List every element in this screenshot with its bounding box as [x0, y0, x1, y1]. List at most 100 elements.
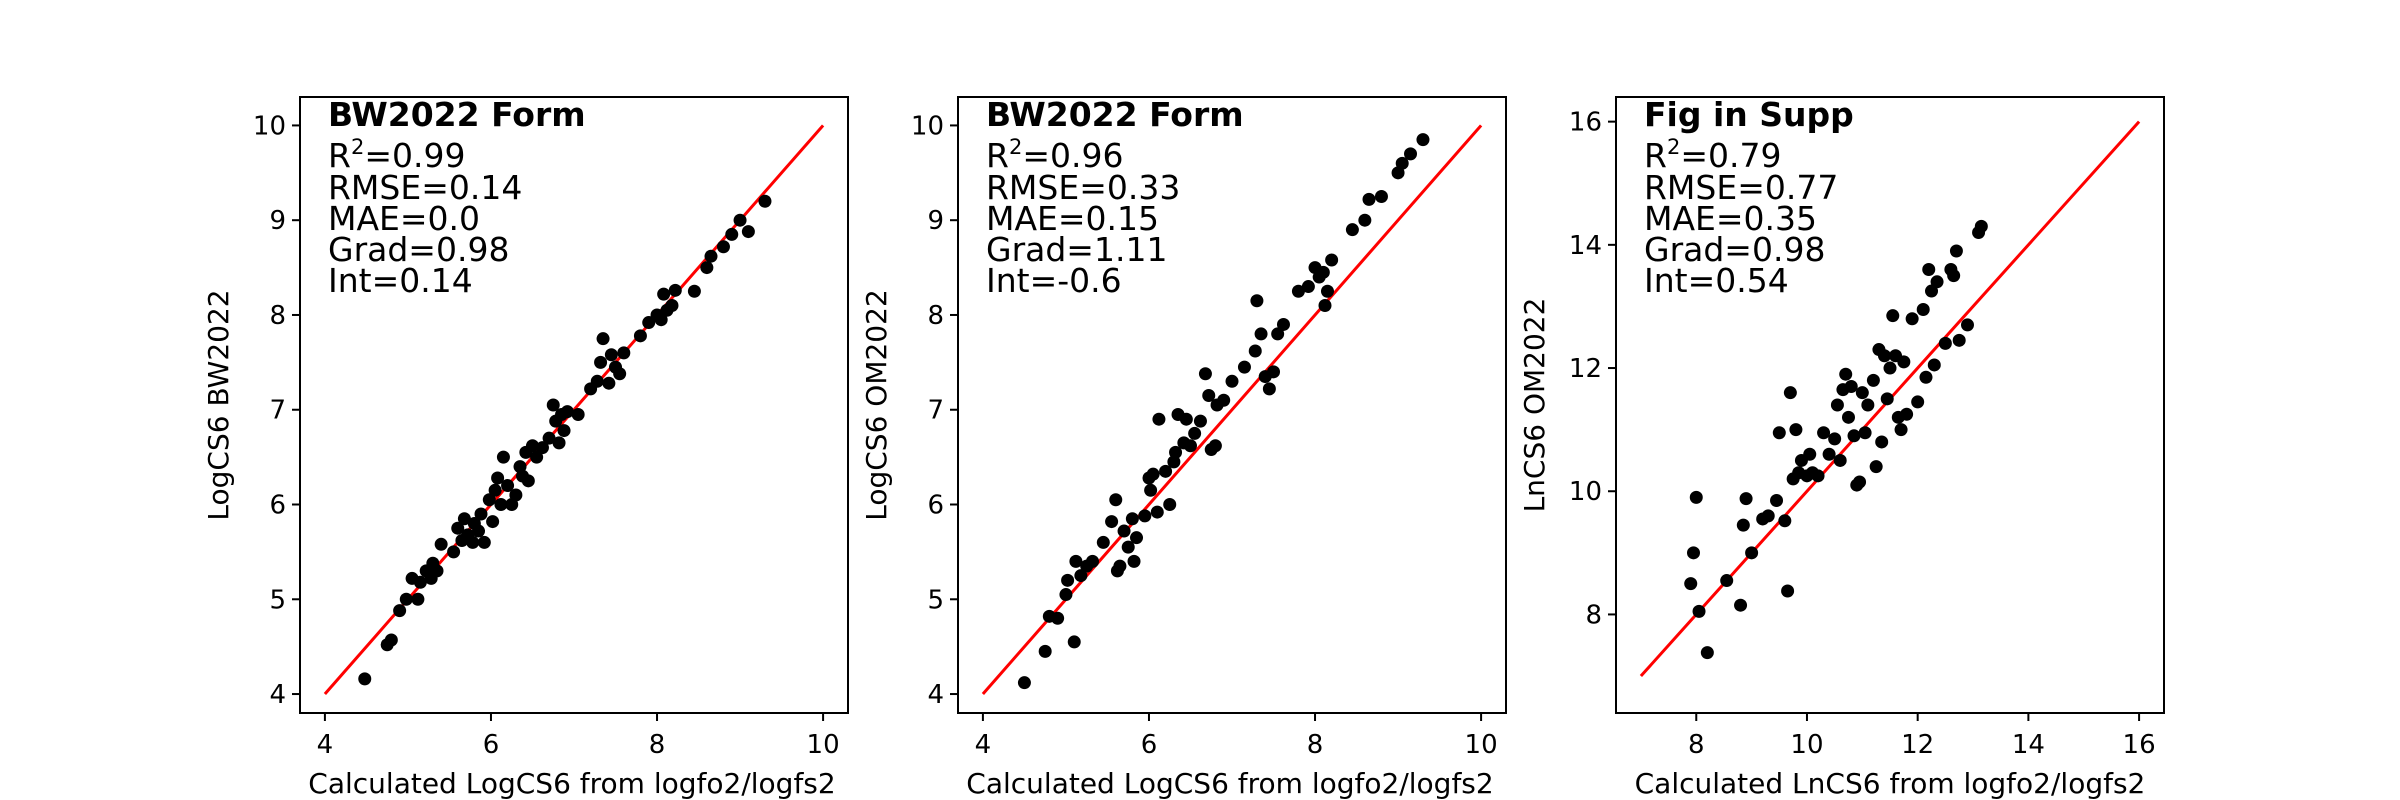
- panel-3-data-point: [1817, 426, 1831, 440]
- panel-2-data-point: [1096, 535, 1110, 549]
- panel-2-data-point: [1202, 389, 1216, 403]
- panel-3-data-point: [1839, 367, 1853, 381]
- panel-2-data-point: [1345, 223, 1359, 237]
- panel-2-data-point: [1188, 426, 1202, 440]
- panel-1-y-tick-label: 8: [269, 301, 286, 331]
- panel-2-data-point: [1237, 360, 1251, 374]
- panel-1-data-point: [494, 498, 508, 512]
- panel-2-x-tick-label: 8: [1307, 730, 1324, 760]
- panel-1-y-tick-label: 4: [269, 680, 286, 710]
- panel-2-data-point: [1086, 554, 1100, 568]
- panel-3-data-point: [1922, 262, 1936, 276]
- panel-1-annotation-rmse: RMSE=0.14: [328, 168, 522, 207]
- panel-3-y-tick-label: 8: [1585, 600, 1602, 630]
- panel-1-data-point: [668, 283, 682, 297]
- panel-2-data-point: [1193, 414, 1207, 428]
- panel-2-data-point: [1125, 512, 1139, 526]
- panel-3-data-point: [1772, 426, 1786, 440]
- panel-2-data-point: [1061, 573, 1075, 587]
- panel-3-data-point: [1883, 361, 1897, 375]
- panel-2-data-point: [1051, 611, 1065, 625]
- panel-2-xlabel: Calculated LogCS6 from logfo2/logfs2: [966, 767, 1493, 800]
- panel-1-x-tick-label: 4: [317, 730, 334, 760]
- panel-1-data-point: [665, 298, 679, 312]
- panel-3-data-point: [1830, 398, 1844, 412]
- panel-2-data-point: [1225, 374, 1239, 388]
- panel-3-r2-prefix: R: [1644, 136, 1667, 175]
- panel-1-y-tick-label: 6: [269, 491, 286, 521]
- panel-1-data-point: [358, 672, 372, 686]
- panel-3-data-point: [1949, 244, 1963, 258]
- panel-1-data-point: [525, 439, 539, 453]
- panel-2-data-point: [1059, 588, 1073, 602]
- panel-3-data-point: [1736, 518, 1750, 532]
- panel-2-r2-value: =0.96: [1022, 136, 1123, 175]
- panel-3: 8 10 12 14 16 8 10 12 14 16 LnCS6 OM2022 Calculat…: [1518, 95, 2165, 800]
- panel-2-data-point: [1179, 412, 1193, 426]
- panel-1-data-point: [447, 545, 461, 559]
- panel-3-data-point: [1847, 429, 1861, 443]
- panel-1-data-point: [560, 405, 574, 419]
- panel-1-x-tick-label: 8: [649, 730, 666, 760]
- panel-1-data-point: [491, 471, 505, 485]
- panel-1-data-point: [642, 316, 656, 330]
- panel-2-data-point: [1169, 445, 1183, 459]
- panel-2-data-point: [1198, 367, 1212, 381]
- panel-2-data-point: [1217, 393, 1231, 407]
- panel-1-data-point: [413, 575, 427, 589]
- panel-2-data-point: [1121, 540, 1135, 554]
- panel-3-data-point: [1789, 423, 1803, 437]
- panel-2-data-point: [1109, 493, 1123, 507]
- panel-2-data-point: [1067, 635, 1081, 649]
- panel-3-data-point: [1947, 269, 1961, 283]
- panel-1-grid: 4 6 8 10 4 5 6 7 8 9 10: [253, 96, 849, 760]
- panel-2-data-point: [1395, 156, 1409, 170]
- panel-1-annotation-r2: R2=0.99: [328, 135, 465, 175]
- panel-1-y-tick-label: 10: [253, 111, 286, 141]
- panel-2-data-point: [1362, 192, 1376, 206]
- panel-1-y-tick-label: 7: [269, 396, 286, 426]
- panel-1-data-point: [758, 194, 772, 208]
- panel-1-data-point: [617, 346, 631, 360]
- panel-3-annotation-grad: Grad=0.98: [1644, 230, 1825, 269]
- panel-3-y-tick-label: 12: [1569, 354, 1602, 384]
- panel-3-grid: 8 10 12 14 16 8 10 12 14 16: [1569, 96, 2165, 760]
- panel-2-data-point: [1038, 644, 1052, 658]
- panel-3-data-point: [1952, 333, 1966, 347]
- panel-2-data-point: [1276, 317, 1290, 331]
- panel-3-x-tick-label: 8: [1688, 730, 1705, 760]
- panel-3-ylabel: LnCS6 OM2022: [1518, 298, 1551, 513]
- panel-3-data-point: [1770, 493, 1784, 507]
- panel-2-r2-sup: 2: [1009, 135, 1022, 159]
- panel-2-y-tick-label: 8: [927, 301, 944, 331]
- panel-3-data-point: [1858, 426, 1872, 440]
- panel-1-data-point: [411, 592, 425, 606]
- panel-1-data-point: [725, 227, 739, 241]
- panel-1-data-point: [700, 261, 714, 275]
- panel-2-y-tick-label: 9: [927, 206, 944, 236]
- panel-2-data-point: [1159, 464, 1173, 478]
- panel-1-data-point: [542, 431, 556, 445]
- panel-1-data-point: [472, 524, 486, 538]
- panel-1-ylabel: LogCS6 BW2022: [202, 289, 235, 520]
- panel-1-data-point: [594, 355, 608, 369]
- panel-3-data-point: [1916, 303, 1930, 317]
- panel-3-y-tick-label: 10: [1569, 477, 1602, 507]
- panel-1-data-point: [466, 535, 480, 549]
- panel-2-data-point: [1105, 515, 1119, 529]
- panel-1-data-point: [654, 313, 668, 327]
- panel-2-data-point: [1127, 554, 1141, 568]
- panel-3-x-tick-label: 14: [2012, 730, 2045, 760]
- panel-3-x-tick-label: 10: [1790, 730, 1823, 760]
- panel-2-data-point: [1152, 412, 1166, 426]
- panel-1-data-point: [590, 374, 604, 388]
- panel-2-annotation-r2: R2=0.96: [986, 135, 1123, 175]
- panel-2-annotation-rmse: RMSE=0.33: [986, 168, 1180, 207]
- panel-1-data-point: [488, 483, 502, 497]
- panel-3-data-point: [1684, 577, 1698, 591]
- panel-1-data-point: [604, 348, 618, 362]
- panel-3-data-point: [1855, 386, 1869, 400]
- panel-2-x-tick-label: 4: [975, 730, 992, 760]
- panel-2-data-point: [1262, 382, 1276, 396]
